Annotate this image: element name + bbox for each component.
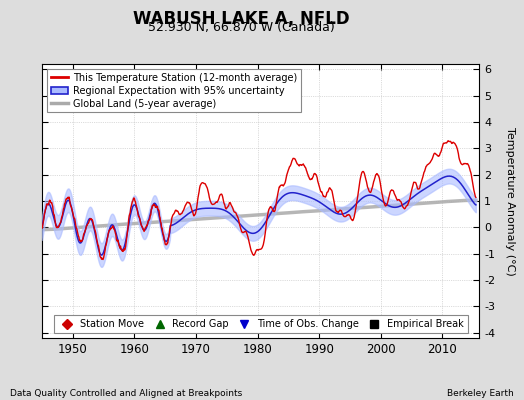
Text: WABUSH LAKE A, NFLD: WABUSH LAKE A, NFLD	[133, 10, 350, 28]
Legend: Station Move, Record Gap, Time of Obs. Change, Empirical Break: Station Move, Record Gap, Time of Obs. C…	[53, 315, 468, 333]
Text: 52.930 N, 66.870 W (Canada): 52.930 N, 66.870 W (Canada)	[148, 21, 334, 34]
Text: Data Quality Controlled and Aligned at Breakpoints: Data Quality Controlled and Aligned at B…	[10, 389, 243, 398]
Y-axis label: Temperature Anomaly (°C): Temperature Anomaly (°C)	[505, 127, 515, 275]
Text: Berkeley Earth: Berkeley Earth	[447, 389, 514, 398]
